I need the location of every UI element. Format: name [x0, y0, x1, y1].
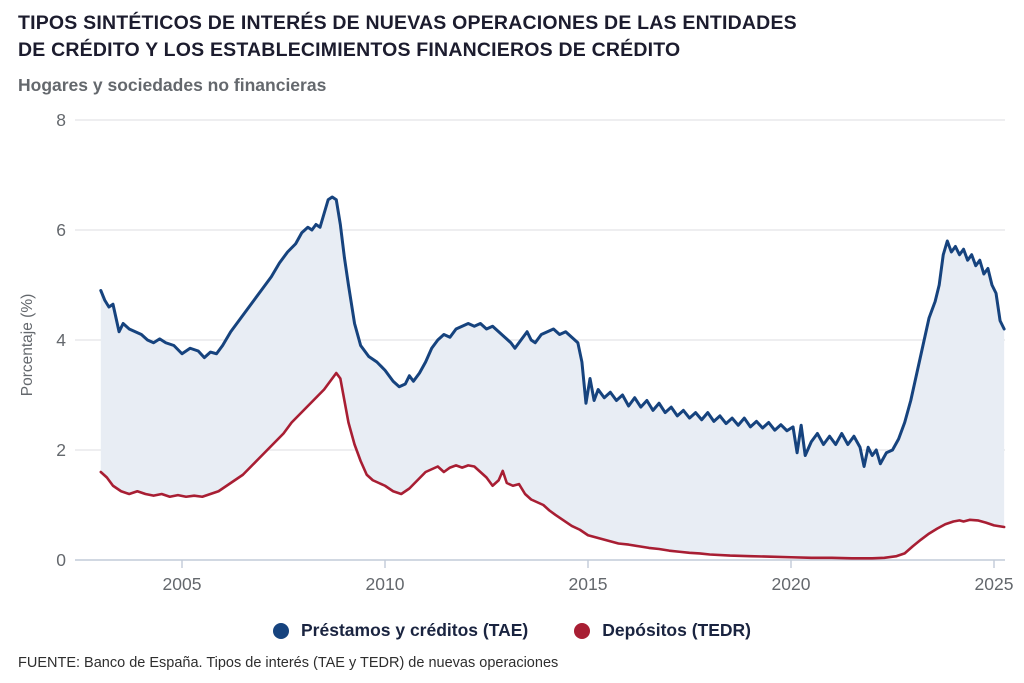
- loans-legend-label: Préstamos y créditos (TAE): [301, 620, 529, 640]
- y-tick-label-6: 6: [56, 220, 66, 240]
- deposits-legend-label: Depósitos (TEDR): [602, 620, 751, 640]
- loans-legend-dot-icon: [273, 622, 289, 639]
- chart-title: TIPOS SINTÉTICOS DE INTERÉS DE NUEVAS OP…: [18, 10, 978, 64]
- chart-title-line2: DE CRÉDITO Y LOS ESTABLECIMIENTOS FINANC…: [18, 38, 681, 61]
- chart-title-line1: TIPOS SINTÉTICOS DE INTERÉS DE NUEVAS OP…: [18, 12, 797, 34]
- legend-item-deposits: Depósitos (TEDR): [574, 620, 751, 641]
- y-tick-label-2: 2: [56, 440, 66, 460]
- legend: Préstamos y créditos (TAE) Depósitos (TE…: [0, 620, 1024, 641]
- y-axis-label: Porcentaje (%): [19, 294, 36, 397]
- x-tick-label-2005: 2005: [163, 574, 202, 594]
- y-tick-label-0: 0: [56, 550, 66, 570]
- source-note: FUENTE: Banco de España. Tipos de interé…: [18, 655, 559, 671]
- x-tick-label-2025: 2025: [975, 574, 1014, 594]
- x-tick-label-2020: 2020: [772, 574, 811, 594]
- band-fill: [100, 197, 1005, 559]
- x-tick-label-2015: 2015: [569, 574, 608, 594]
- x-tick-label-2010: 2010: [366, 574, 405, 594]
- chart-area: 0 2 4 6 8 2005 2010 2015 2020 2025 Porcentaje (%): [19, 110, 1014, 594]
- deposits-legend-dot-icon: [574, 622, 591, 639]
- legend-item-loans: Préstamos y créditos (TAE): [273, 620, 528, 641]
- y-tick-label-8: 8: [56, 110, 66, 130]
- chart-subtitle: Hogares y sociedades no financieras: [18, 75, 327, 95]
- deposits-tedr-line: [99, 371, 1006, 560]
- loans-tae-line: [99, 195, 1006, 468]
- y-tick-label-4: 4: [56, 330, 66, 350]
- chart-svg: 0 2 4 6 8 2005 2010 2015 2020 2025 Porcentaje (%): [19, 110, 1014, 594]
